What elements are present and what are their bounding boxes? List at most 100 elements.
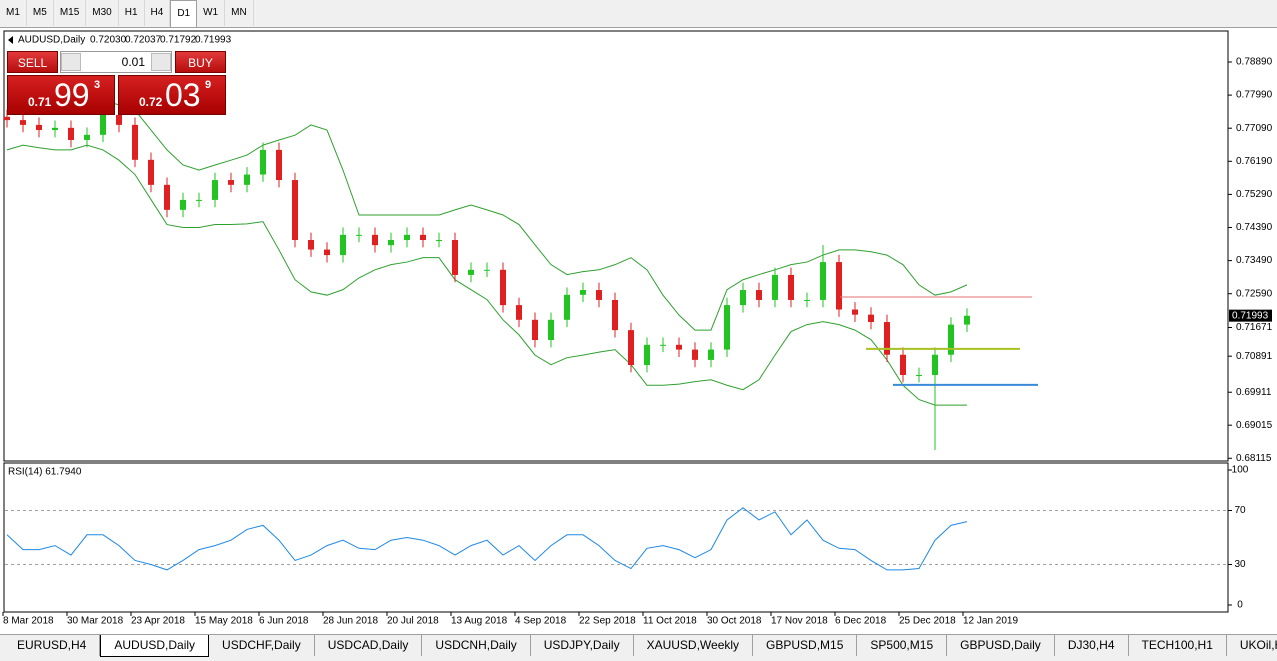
candle-body xyxy=(404,234,410,241)
candle-body xyxy=(68,127,74,140)
bollinger-band xyxy=(6,144,967,406)
candle-body xyxy=(228,180,234,185)
candle-body xyxy=(324,249,330,256)
candle-body xyxy=(932,354,938,375)
candle-body xyxy=(52,127,58,131)
timeframe-button[interactable]: H4 xyxy=(145,0,171,26)
x-tick-label: 15 May 2018 xyxy=(195,616,253,627)
candle-body xyxy=(388,240,394,246)
timeframe-button[interactable]: M5 xyxy=(27,0,54,26)
chart-tabs: EURUSD,H4 AUDUSD,Daily USDCHF,Daily USDCAD,… xyxy=(0,634,1277,661)
candle-body xyxy=(356,234,362,236)
y-tick-label: 0.77090 xyxy=(1236,123,1273,134)
chart-tab[interactable]: USDCHF,Daily xyxy=(209,635,315,656)
timeframe-button[interactable]: M15 xyxy=(54,0,87,26)
header-icon xyxy=(8,36,13,44)
x-tick-label: 25 Dec 2018 xyxy=(899,616,956,627)
chart-tab[interactable]: EURUSD,H4 xyxy=(4,635,101,656)
one-click-trading: SELL 0.01 BUY 0.71 99 3 0.72 03 9 xyxy=(6,50,226,115)
candle-body xyxy=(884,322,890,355)
chart-tab[interactable]: USDCNH,Daily xyxy=(422,635,531,656)
candle-body xyxy=(948,324,954,355)
candle-body xyxy=(740,290,746,306)
candle-body xyxy=(868,314,874,323)
candle-body xyxy=(148,159,154,185)
ask-big: 03 xyxy=(165,77,201,113)
candle-body xyxy=(436,240,442,242)
chart-tab[interactable]: DJ30,H4 xyxy=(1055,635,1129,656)
lot-up[interactable] xyxy=(151,53,171,71)
chart-tab[interactable]: GBPUSD,M15 xyxy=(753,635,858,656)
ask-small: 0.72 xyxy=(139,95,163,109)
bid-sup: 3 xyxy=(94,79,101,91)
y-tick-label: 0.70891 xyxy=(1236,351,1273,362)
candle-body xyxy=(180,199,186,210)
y-tick-label: 0.76190 xyxy=(1236,156,1273,167)
header-value: 0.72037 xyxy=(125,35,162,46)
chart-tab[interactable]: AUDUSD,Daily xyxy=(100,635,210,657)
candle-body xyxy=(852,309,858,315)
candle-body xyxy=(596,290,602,300)
x-tick-label: 8 Mar 2018 xyxy=(3,616,54,627)
chart-tab[interactable]: TECH100,H1 xyxy=(1129,635,1227,656)
bid-small: 0.71 xyxy=(28,95,52,109)
sell-button[interactable]: SELL xyxy=(7,51,58,73)
x-tick-label: 28 Jun 2018 xyxy=(323,616,378,627)
candle-body xyxy=(4,116,10,121)
x-tick-label: 17 Nov 2018 xyxy=(771,616,828,627)
timeframe-button[interactable]: H1 xyxy=(119,0,145,26)
x-tick-label: 6 Jun 2018 xyxy=(259,616,309,627)
candle-body xyxy=(340,234,346,256)
buy-button[interactable]: BUY xyxy=(175,51,226,73)
candle-body xyxy=(788,274,794,300)
chart-tab[interactable]: XAUUSD,Weekly xyxy=(634,635,754,656)
y-tick-label: 0.78890 xyxy=(1236,57,1273,68)
y-tick-label: 30 xyxy=(1234,559,1246,570)
y-tick-label: 0.77990 xyxy=(1236,90,1273,101)
timeframe-button[interactable]: D1 xyxy=(170,0,198,27)
candle-body xyxy=(164,184,170,210)
ask-sup: 9 xyxy=(205,79,212,91)
candle-body xyxy=(756,290,762,300)
bid-price[interactable]: 0.71 99 3 xyxy=(7,75,115,115)
candle-body xyxy=(36,124,42,131)
chart: AUDUSD,Daily 0.720300.720370.717920.71993… xyxy=(2,30,1273,627)
candle-body xyxy=(452,240,458,275)
candle-body xyxy=(276,149,282,181)
chart-tab[interactable]: SP500,M15 xyxy=(857,635,948,656)
candle-body xyxy=(292,180,298,241)
chart-tab[interactable]: GBPUSD,Daily xyxy=(947,635,1055,656)
candle-body xyxy=(676,344,682,350)
rsi-title: RSI(14) 61.7940 xyxy=(8,467,82,478)
candle-body xyxy=(100,114,106,135)
lot-down[interactable] xyxy=(61,53,81,71)
candle-body xyxy=(196,199,202,201)
x-tick-label: 13 Aug 2018 xyxy=(451,616,508,627)
x-tick-label: 22 Sep 2018 xyxy=(579,616,636,627)
chart-tab[interactable]: USDJPY,Daily xyxy=(531,635,634,656)
y-tick-label: 100 xyxy=(1232,465,1249,476)
timeframe-toolbar: M1 M5 M15 M30 H1 H4 D1 W1 MN xyxy=(0,0,1277,28)
chart-tab[interactable]: USDCAD,Daily xyxy=(315,635,423,656)
timeframe-button[interactable]: M30 xyxy=(86,0,119,26)
current-price-tag xyxy=(1229,309,1272,322)
candle-body xyxy=(516,305,522,320)
timeframe-button[interactable]: MN xyxy=(225,0,254,26)
rsi-plot xyxy=(3,462,1229,613)
candle-body xyxy=(564,294,570,320)
header-value: 0.71993 xyxy=(195,35,232,46)
timeframe-button[interactable]: M1 xyxy=(0,0,27,26)
rsi-line xyxy=(6,507,968,571)
x-tick-label: 30 Oct 2018 xyxy=(707,616,762,627)
chart-tab[interactable]: UKOil,H1 xyxy=(1227,635,1277,656)
lot-input[interactable]: 0.01 xyxy=(60,51,172,73)
ask-price[interactable]: 0.72 03 9 xyxy=(118,75,226,115)
candle-body xyxy=(20,120,26,125)
candle-body xyxy=(772,274,778,300)
candle-body xyxy=(644,344,650,366)
timeframe-button[interactable]: W1 xyxy=(197,0,226,26)
symbol-label: AUDUSD,Daily xyxy=(18,35,85,46)
candle-body xyxy=(420,234,426,241)
candle-body xyxy=(548,319,554,341)
